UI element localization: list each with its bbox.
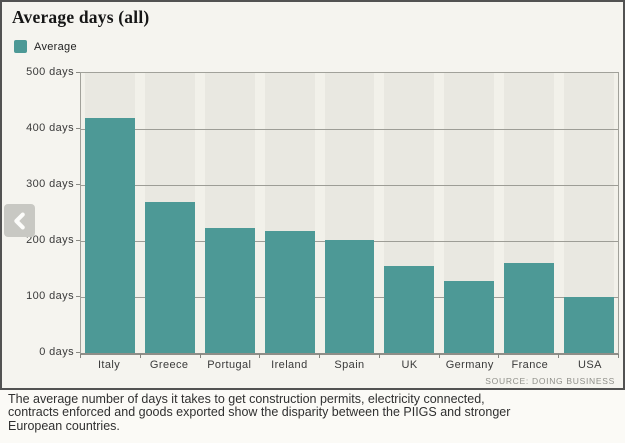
x-label-italy: Italy (97, 359, 121, 371)
bar-germany[interactable] (444, 281, 495, 353)
y-label: 0 days (39, 346, 74, 358)
x-label-portugal: Portugal (207, 359, 252, 371)
x-label-spain: Spain (334, 359, 365, 371)
gridline (81, 129, 618, 130)
bar-italy[interactable] (85, 117, 135, 353)
source-label: SOURCE: DOING BUSINESS (485, 376, 615, 386)
bar-spain[interactable] (324, 239, 375, 353)
y-tick (76, 352, 80, 353)
x-tick (139, 354, 141, 358)
bar-ireland[interactable] (264, 231, 315, 353)
prev-arrow-button[interactable] (4, 204, 35, 237)
caption: The average number of days it takes to g… (8, 392, 613, 433)
bar-france[interactable] (504, 262, 555, 353)
x-tick (199, 354, 201, 358)
y-label: 200 days (26, 234, 74, 246)
y-label: 100 days (26, 290, 74, 302)
x-axis-ticks (80, 354, 619, 358)
y-label: 400 days (26, 122, 74, 134)
bar-usa[interactable] (564, 297, 615, 353)
y-label: 300 days (26, 178, 74, 190)
caption-line: contracts enforced and goods exported sh… (8, 405, 511, 420)
y-tick (76, 184, 80, 185)
x-tick (438, 354, 440, 358)
caption-line: The average number of days it takes to g… (8, 392, 485, 406)
y-tick (76, 72, 80, 73)
y-label: 500 days (26, 66, 74, 78)
x-tick (378, 354, 380, 358)
x-label-usa: USA (578, 359, 602, 371)
y-tick (76, 128, 80, 129)
bar-greece[interactable] (144, 201, 195, 353)
x-tick (319, 354, 321, 358)
gridline (81, 185, 618, 186)
plot-area (80, 72, 619, 355)
x-label-ireland: Ireland (271, 359, 308, 371)
chart-title: Average days (all) (12, 7, 150, 27)
y-tick (76, 296, 80, 297)
x-tick (558, 354, 560, 358)
chart-widget: Average days (all) Average 500 days 400 d… (0, 0, 625, 390)
bar-uk[interactable] (384, 266, 435, 353)
legend-label: Average (34, 40, 77, 53)
x-tick (80, 354, 81, 358)
x-tick (498, 354, 500, 358)
x-tick (259, 354, 261, 358)
x-label-france: France (511, 359, 549, 371)
bar-series (81, 73, 618, 353)
chevron-left-icon (13, 212, 25, 229)
bar-portugal[interactable] (204, 227, 255, 353)
x-label-uk: UK (401, 359, 418, 371)
x-label-germany: Germany (445, 359, 494, 371)
x-label-greece: Greece (149, 359, 189, 371)
legend-swatch (14, 40, 27, 53)
caption-line: European countries. (8, 418, 120, 433)
y-tick (76, 240, 80, 241)
x-axis-labels: Italy Greece Portugal Ireland Spain UK Germany… (80, 359, 619, 371)
x-tick (617, 354, 619, 358)
legend: Average (14, 40, 77, 53)
